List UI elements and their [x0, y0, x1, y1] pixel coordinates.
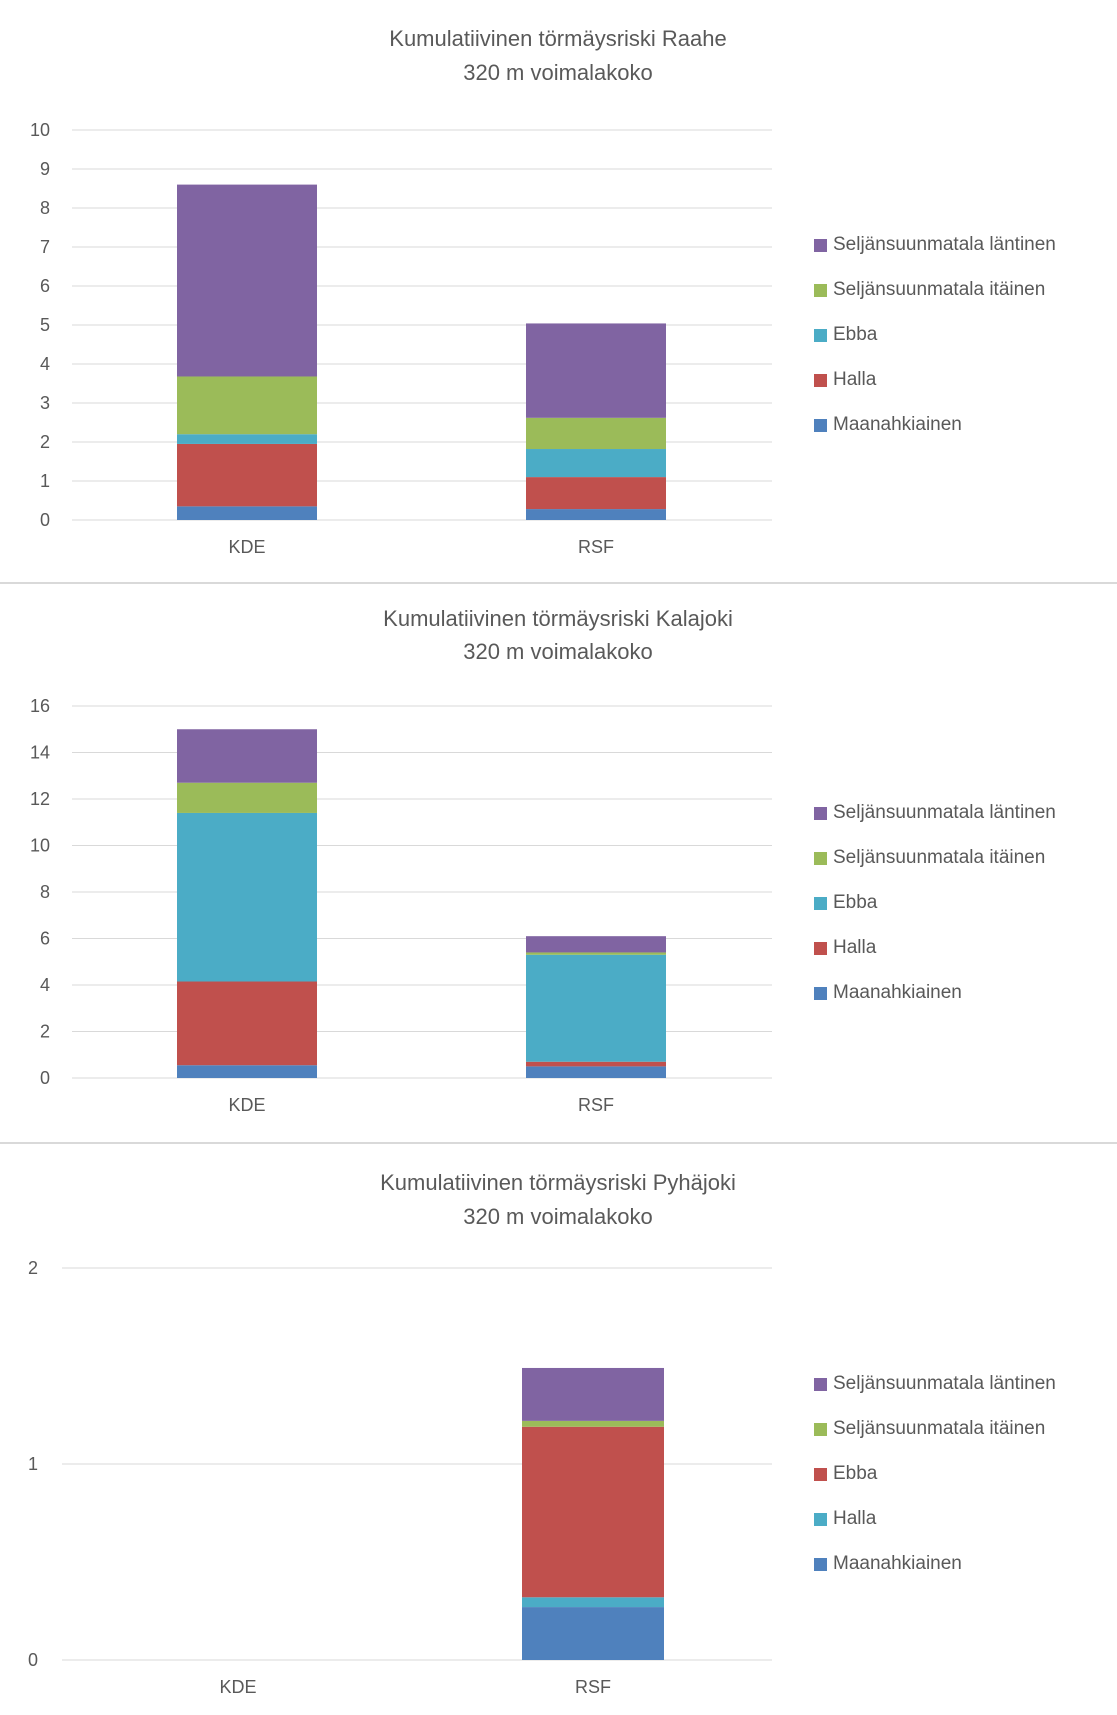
chart-title: Kumulatiivinen törmäysriski Raahe	[389, 26, 726, 51]
bar-segment-ebba-rsf	[526, 449, 666, 478]
bar-segment-selj-nsuunmatala-l-ntinen-rsf	[526, 936, 666, 953]
chart-panel-pyhajoki: Kumulatiivinen törmäysriski Pyhäjoki 320 …	[0, 1144, 1117, 1715]
legend-label: Maanahkiainen	[833, 982, 962, 1003]
category-label: RSF	[578, 537, 614, 557]
chart-panel-raahe: Kumulatiivinen törmäysriski Raahe 320 m v…	[0, 0, 1117, 584]
y-tick-label: 6	[40, 929, 50, 949]
y-tick-label: 12	[30, 789, 50, 809]
legend-swatch	[814, 374, 827, 387]
legend-swatch	[814, 1558, 827, 1571]
bar-segment-halla-kde	[177, 981, 317, 1066]
category-label: KDE	[228, 537, 265, 557]
legend-label: Halla	[833, 937, 877, 958]
y-tick-label: 1	[40, 471, 50, 491]
y-tick-label: 8	[40, 882, 50, 902]
legend-label: Ebba	[833, 1463, 878, 1484]
bar-segment-selj-nsuunmatala-l-ntinen-rsf	[522, 1367, 664, 1421]
y-tick-label: 2	[40, 1022, 50, 1042]
y-tick-label: 5	[40, 315, 50, 335]
y-tick-label: 6	[40, 276, 50, 296]
legend-swatch	[814, 1423, 827, 1436]
y-tick-label: 10	[30, 836, 50, 856]
y-tick-label: 2	[28, 1258, 38, 1278]
bar-segment-selj-nsuunmatala-it-inen-rsf	[526, 952, 666, 955]
chart-subtitle: 320 m voimalakoko	[463, 639, 653, 664]
y-tick-label: 0	[40, 510, 50, 530]
y-tick-label: 16	[30, 696, 50, 716]
bar-segment-selj-nsuunmatala-it-inen-kde	[177, 782, 317, 813]
legend-swatch	[814, 1468, 827, 1481]
legend-label: Seljänsuunmatala itäinen	[833, 847, 1045, 868]
legend-label: Seljänsuunmatala läntinen	[833, 802, 1056, 823]
chart-title: Kumulatiivinen törmäysriski Kalajoki	[383, 606, 733, 631]
bar-segment-ebba-rsf	[526, 954, 666, 1062]
bar-segment-halla-kde	[177, 443, 317, 507]
category-label: KDE	[219, 1677, 256, 1697]
legend-label: Maanahkiainen	[833, 1553, 962, 1574]
category-label: RSF	[578, 1095, 614, 1115]
legend-swatch	[814, 284, 827, 297]
legend-swatch	[814, 239, 827, 252]
chart-title: Kumulatiivinen törmäysriski Pyhäjoki	[380, 1170, 736, 1195]
y-tick-label: 14	[30, 743, 50, 763]
bar-segment-selj-nsuunmatala-l-ntinen-kde	[177, 184, 317, 377]
bar-segment-maanahkiainen-kde	[177, 1065, 317, 1078]
chart-panel-kalajoki: Kumulatiivinen törmäysriski Kalajoki 320 …	[0, 584, 1117, 1144]
y-tick-label: 10	[30, 120, 50, 140]
y-tick-label: 1	[28, 1454, 38, 1474]
legend-label: Halla	[833, 369, 877, 390]
bar-segment-maanahkiainen-rsf	[526, 509, 666, 520]
y-tick-label: 2	[40, 432, 50, 452]
legend-swatch	[814, 419, 827, 432]
legend-swatch	[814, 1513, 827, 1526]
y-tick-label: 7	[40, 237, 50, 257]
bar-segment-halla-rsf	[526, 477, 666, 510]
y-tick-label: 3	[40, 393, 50, 413]
category-label: KDE	[228, 1095, 265, 1115]
legend-label: Seljänsuunmatala itäinen	[833, 279, 1045, 300]
bar-segment-selj-nsuunmatala-l-ntinen-rsf	[526, 323, 666, 418]
chart-pyhajoki: Kumulatiivinen törmäysriski Pyhäjoki 320 …	[28, 1170, 1056, 1697]
chart-subtitle: 320 m voimalakoko	[463, 60, 653, 85]
bar-segment-ebba-kde	[177, 434, 317, 444]
y-tick-label: 0	[28, 1650, 38, 1670]
chart-subtitle: 320 m voimalakoko	[463, 1204, 653, 1229]
bar-segment-selj-nsuunmatala-l-ntinen-kde	[177, 729, 317, 783]
bar-segment-selj-nsuunmatala-it-inen-kde	[177, 376, 317, 435]
legend-label: Seljänsuunmatala läntinen	[833, 234, 1056, 255]
legend-label: Halla	[833, 1508, 877, 1529]
chart-kalajoki: Kumulatiivinen törmäysriski Kalajoki 320 …	[30, 606, 1056, 1115]
y-tick-label: 0	[40, 1068, 50, 1088]
bar-segment-halla-rsf	[522, 1597, 664, 1608]
bar-segment-maanahkiainen-rsf	[526, 1066, 666, 1078]
bar-segment-selj-nsuunmatala-it-inen-rsf	[526, 417, 666, 450]
chart-raahe: Kumulatiivinen törmäysriski Raahe 320 m v…	[30, 26, 1056, 557]
y-tick-label: 9	[40, 159, 50, 179]
legend-swatch	[814, 852, 827, 865]
legend-label: Seljänsuunmatala itäinen	[833, 1418, 1045, 1439]
legend-label: Ebba	[833, 324, 878, 345]
y-tick-label: 4	[40, 975, 50, 995]
legend-swatch	[814, 807, 827, 820]
y-tick-label: 8	[40, 198, 50, 218]
legend-label: Seljänsuunmatala läntinen	[833, 1373, 1056, 1394]
legend-swatch	[814, 329, 827, 342]
legend-swatch	[814, 1378, 827, 1391]
category-label: RSF	[575, 1677, 611, 1697]
legend-swatch	[814, 942, 827, 955]
bar-segment-halla-rsf	[526, 1061, 666, 1067]
legend-swatch	[814, 897, 827, 910]
bar-segment-selj-nsuunmatala-it-inen-rsf	[522, 1420, 664, 1427]
bar-segment-maanahkiainen-kde	[177, 506, 317, 520]
legend-label: Ebba	[833, 892, 878, 913]
bar-segment-ebba-kde	[177, 812, 317, 982]
y-tick-label: 4	[40, 354, 50, 374]
bar-segment-ebba-rsf	[522, 1426, 664, 1598]
legend-label: Maanahkiainen	[833, 414, 962, 435]
legend-swatch	[814, 987, 827, 1000]
bar-segment-maanahkiainen-rsf	[522, 1607, 664, 1660]
